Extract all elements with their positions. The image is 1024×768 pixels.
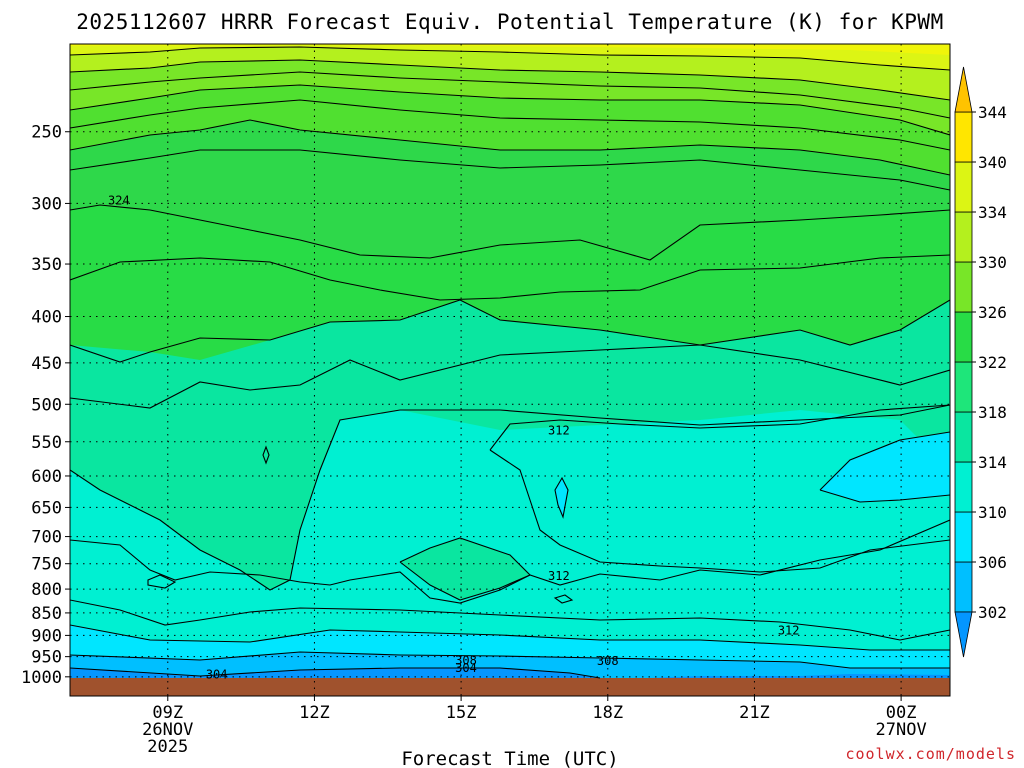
x-tick-label: 26NOV [142,720,193,740]
contour-324 [70,204,950,261]
y-tick-label: 800 [31,580,62,600]
x-tick-label: 09Z [152,703,183,723]
colorbar-label: 344 [978,103,1007,122]
y-axis: 2503003504004505005506006507007508008509… [21,123,70,688]
x-tick-label: 15Z [446,703,477,723]
y-tick-label: 700 [31,528,62,548]
y-tick-label: 850 [31,604,62,624]
contour-label: 308 [455,654,477,668]
band-blob-center [400,538,530,600]
x-tick-label: 12Z [299,703,330,723]
x-tick-label: 2025 [147,737,188,757]
x-tick-label: 27NOV [876,720,927,740]
y-tick-label: 900 [31,626,62,646]
y-tick-label: 500 [31,395,62,415]
contour-label: 324 [108,193,130,207]
contour-blob-dot [553,594,574,604]
contour-label: 308 [597,654,619,668]
x-axis-label: Forecast Time (UTC) [401,748,618,768]
contour-318 [70,404,950,591]
y-tick-label: 250 [31,123,62,143]
x-tick-label: 21Z [739,703,770,723]
contour-b [70,59,950,101]
colorbar-label: 326 [978,303,1007,322]
colorbar-label: 322 [978,353,1007,372]
x-tick-label: 18Z [592,703,623,723]
contour-label: 312 [548,423,570,437]
y-tick-label: 350 [31,255,62,275]
contour-h [70,254,950,301]
band-344 [70,44,950,100]
colorbar-label: 340 [978,153,1007,172]
grid-lines [70,44,950,696]
contour-label: 304 [206,668,228,682]
x-tick-label: 00Z [886,703,917,723]
colorbar-segment [954,561,973,613]
contour-308 [70,651,950,669]
colorbar-label: 334 [978,203,1007,222]
y-tick-label: 600 [31,467,62,487]
plot-area [70,44,950,696]
contour-j [70,344,950,409]
band-352 [70,44,950,55]
contour-label: 304 [455,661,477,675]
colorbar-label: 302 [978,603,1007,622]
y-tick-label: 550 [31,433,62,453]
colorbar-segment [954,511,973,563]
y-tick-label: 400 [31,308,62,328]
chart-title: 2025112607 HRRR Forecast Equiv. Potentia… [76,10,943,34]
contour-a [70,46,950,71]
colorbar-segment [954,361,973,413]
y-tick-label: 1000 [21,668,62,688]
colorbar-label: 314 [978,453,1007,472]
colorbar-segment [954,261,973,313]
credit-text: coolwx.com/models [845,745,1016,763]
contour-c [70,71,950,119]
colorbar-top-arrow [954,66,973,113]
y-tick-label: 450 [31,354,62,374]
colorbar-label: 306 [978,553,1007,572]
y-tick-label: 950 [31,648,62,668]
contour-312-low [70,599,950,641]
contour-blob-center [399,537,531,601]
colorbar: 302 306 310 314 318 322 326 330 334 340 344 [954,66,1007,658]
colorbar-segment [954,211,973,263]
contour-k [70,519,950,604]
contour-right-cyan [819,431,950,503]
contour-e [70,99,950,151]
y-tick-label: 750 [31,555,62,575]
contour-i [70,299,950,363]
band-348 [70,44,950,70]
contour-d [70,84,950,136]
band-314-right [820,432,950,502]
contour-small-diamond [262,445,270,465]
contour-304 [70,667,601,679]
contour-label: 312 [778,624,800,638]
colorbar-segment [954,311,973,363]
colorbar-segment [954,411,973,463]
terrain [70,678,950,696]
colorbar-label: 330 [978,253,1007,272]
contour-labels: 324312312312308308304304 [108,193,800,682]
contour-f [70,119,950,176]
contour-g [70,149,950,191]
contour-lines [70,46,950,679]
contour-312-mid [489,404,950,451]
y-tick-label: 300 [31,194,62,214]
colorbar-bottom-arrow [954,611,973,658]
colorbar-segment [954,111,973,163]
colorbar-label: 310 [978,503,1007,522]
y-tick-label: 650 [31,498,62,518]
colorbar-segment [954,461,973,513]
contour-blob-left [147,574,177,589]
colorbar-label: 318 [978,403,1007,422]
contour-label: 312 [548,569,570,583]
plot-frame [69,43,951,697]
contour-cyan-blob [554,476,569,519]
colorbar-segment [954,161,973,213]
